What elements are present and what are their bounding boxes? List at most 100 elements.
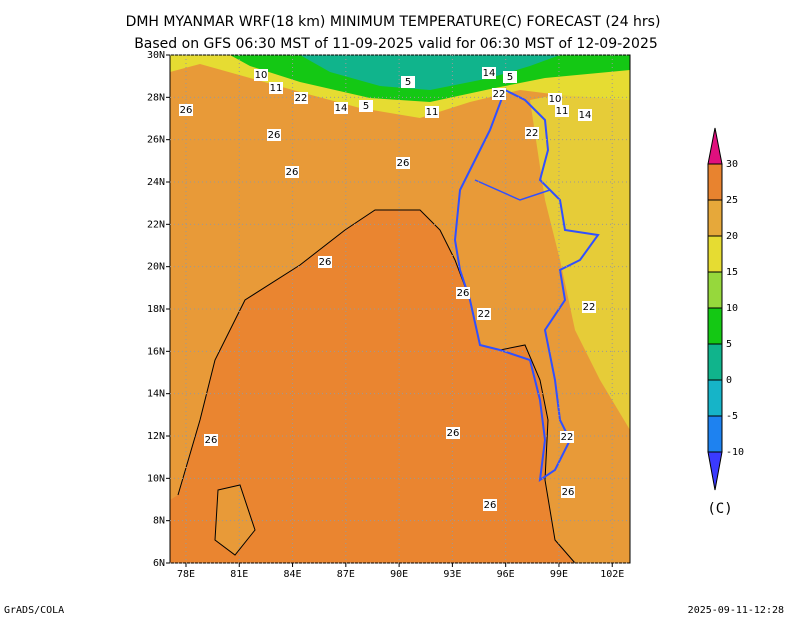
y-tick-label: 12N [147,431,165,442]
colorbar-label: 15 [726,267,738,278]
contour-label-bg [525,127,539,139]
contour-label: 26 [286,167,299,178]
contour-label: 5 [405,77,411,88]
ocean [170,210,575,563]
y-tick-label: 14N [147,389,165,400]
contour-label-bg [492,88,506,100]
contour-label-bg [425,106,439,118]
contour-label: 11 [556,106,569,117]
contour-label: 5 [507,72,513,83]
contour-label: 11 [270,83,283,94]
contour-label-bg [578,109,592,121]
colorbar-segment [707,271,723,309]
x-tick-label: 84E [284,569,302,580]
contour-label: 22 [478,309,491,320]
contour-label: 11 [426,107,439,118]
contour-label-bg [446,427,460,439]
y-tick-label: 22N [147,219,165,230]
x-tick-label: 102E [600,569,624,580]
title: DMH MYANMAR WRF(18 km) MINIMUM TEMPERATU… [126,14,661,30]
contour-label: 26 [205,435,218,446]
subtitle: Based on GFS 06:30 MST of 11-09-2025 val… [134,36,658,52]
contour-label-bg [503,71,517,83]
contour-label-bg [294,92,308,104]
contour-label-bg [396,157,410,169]
x-tick-label: 96E [497,569,515,580]
y-tick-label: 30N [147,50,165,61]
contour-label-bg [582,301,596,313]
y-tick-label: 24N [147,177,165,188]
contour-label: 14 [579,110,592,121]
colorbar-segment [707,235,723,273]
coastline [177,209,576,564]
colorbar-label: 0 [726,375,732,386]
x-tick-label: 81E [230,569,248,580]
colorbar-segment [707,307,723,345]
contour-label: 22 [526,128,539,139]
y-tick-label: 10N [147,473,165,484]
contour-label-bg [269,82,283,94]
contour-label-bg [285,166,299,178]
contour-label: 26 [319,257,332,268]
contour-label-bg [401,76,415,88]
colorbar-segment [707,379,723,417]
contour-label: 22 [583,302,596,313]
contour-label: 14 [335,103,348,114]
contour-label-bg [318,256,332,268]
contour-label: 26 [457,288,470,299]
x-tick-label: 78E [177,569,195,580]
y-tick-label: 16N [147,346,165,357]
contour-label: 22 [295,93,308,104]
contour-label-bg [555,105,569,117]
x-tick-label: 93E [443,569,461,580]
footer-right: 2025-09-11-12:28 [688,605,784,616]
contour-label-bg [334,102,348,114]
contour-label: 10 [549,94,562,105]
sri-lanka [214,484,256,556]
contour-label: 22 [561,432,574,443]
contour-label: 26 [484,500,497,511]
colorbar-label: 10 [726,303,738,314]
x-tick-label: 99E [550,569,568,580]
colorbar-unit: (C) [707,501,732,517]
contour-label: 10 [255,70,268,81]
contour-label-bg [204,434,218,446]
contour-label-bg [254,69,268,81]
contour-label-bg [456,287,470,299]
x-tick-label: 90E [390,569,408,580]
contour-label-bg [483,499,497,511]
colorbar-segment [707,415,723,453]
tibet-teal [300,55,560,90]
colorbar-label: 30 [726,159,738,170]
colorbar-segment [707,343,723,381]
y-tick-label: 28N [147,92,165,103]
contour-label-bg [548,93,562,105]
colorbar-label: 5 [726,339,732,350]
contour-label-bg [359,100,373,112]
colorbar-label: -10 [726,447,744,458]
contour-label-bg [477,308,491,320]
contour-label-bg [179,104,193,116]
y-tick-label: 20N [147,262,165,273]
contour-label-bg [560,431,574,443]
contour-label-bg [267,129,281,141]
footer-left: GrADS/COLA [4,605,64,616]
contour-label: 26 [447,428,460,439]
y-tick-label: 8N [153,516,165,527]
colorbar-low [707,451,723,491]
ne-cool-region [530,80,630,430]
colorbar-segment [707,199,723,237]
colorbar-segment [707,163,723,201]
colorbar-label: -5 [726,411,738,422]
y-tick-label: 18N [147,304,165,315]
contour-label-bg [482,67,496,79]
contour-label: 14 [483,68,496,79]
contour-label: 26 [562,487,575,498]
contour-label: 26 [268,130,281,141]
colorbar-label: 25 [726,195,738,206]
contour-label: 22 [493,89,506,100]
contour-label-bg [561,486,575,498]
contour-label: 5 [363,101,369,112]
y-tick-label: 26N [147,135,165,146]
